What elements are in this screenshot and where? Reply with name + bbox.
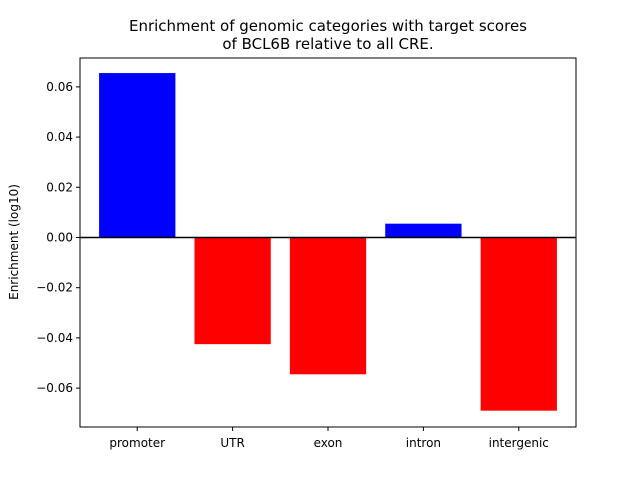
bar-intron	[385, 223, 462, 238]
y-tick-label: 0.06	[46, 80, 73, 94]
bar-intergenic	[480, 237, 557, 411]
bar-UTR	[194, 237, 271, 345]
x-tick-label: intron	[406, 436, 441, 450]
x-tick-label: promoter	[109, 436, 165, 450]
y-axis-label: Enrichment (log10)	[7, 184, 21, 300]
chart-title-line-1: Enrichment of genomic categories with ta…	[129, 17, 527, 35]
y-tick-label: −0.04	[36, 331, 73, 345]
bar-exon	[289, 237, 367, 375]
chart-title-line-2: of BCL6B relative to all CRE.	[222, 35, 433, 53]
x-tick-label: intergenic	[489, 436, 549, 450]
x-tick-label: UTR	[220, 436, 244, 450]
plot-area: −0.06 −0.04 −0.02 0.00 0.02 0.04 0.06 promoter U…	[36, 57, 577, 450]
y-tick-label: −0.06	[36, 381, 73, 395]
x-tick-label: exon	[314, 436, 343, 450]
y-tick-label: −0.02	[36, 281, 73, 295]
bar-promoter	[99, 73, 176, 238]
y-tick-label: 0.04	[46, 130, 73, 144]
y-tick-label: 0.02	[46, 180, 73, 194]
y-tick-label: 0.00	[46, 230, 73, 244]
